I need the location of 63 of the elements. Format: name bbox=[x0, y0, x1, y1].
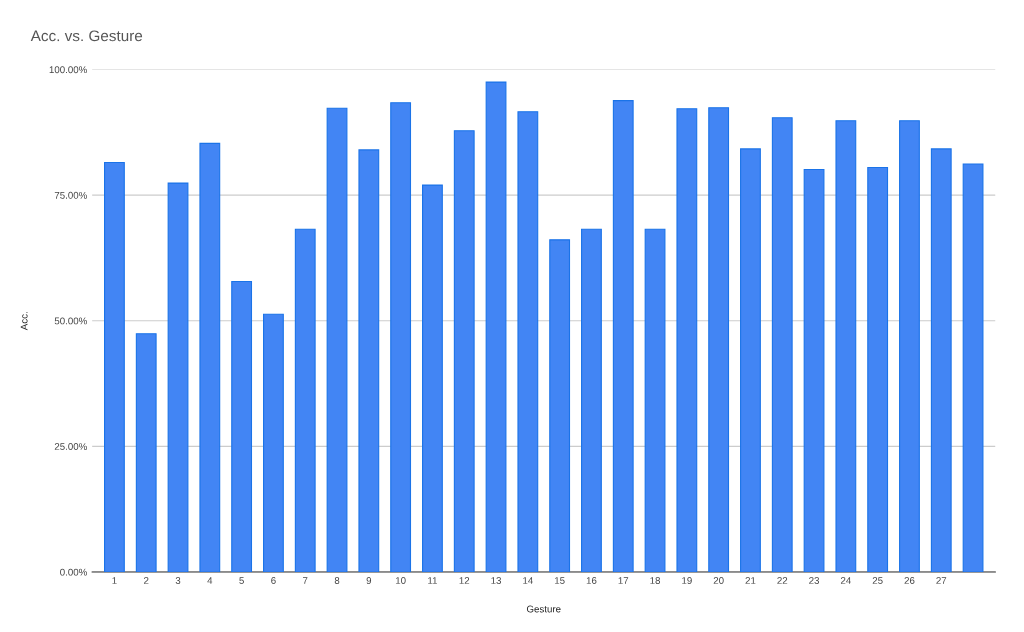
x-tick-label: 14 bbox=[523, 577, 533, 584]
bar bbox=[644, 228, 666, 572]
x-tick-label: 22 bbox=[777, 577, 788, 584]
x-tick-label: 12 bbox=[459, 577, 470, 584]
x-tick-label: 20 bbox=[713, 577, 724, 584]
bar bbox=[867, 166, 889, 572]
bar bbox=[485, 81, 507, 572]
bar bbox=[135, 333, 157, 572]
x-tick-label: 25 bbox=[872, 577, 883, 584]
bar bbox=[326, 107, 348, 572]
x-axis-title: Gesture bbox=[526, 605, 561, 613]
bar bbox=[294, 228, 316, 572]
bar bbox=[517, 111, 539, 572]
bar bbox=[422, 184, 443, 572]
bar bbox=[263, 313, 284, 572]
bar bbox=[676, 108, 698, 572]
y-tick-label: 50.00% bbox=[54, 317, 87, 325]
bar bbox=[581, 228, 602, 572]
bar bbox=[899, 120, 920, 572]
x-tick-label: 18 bbox=[650, 577, 661, 584]
x-tick-label: 13 bbox=[491, 577, 502, 584]
bar bbox=[199, 142, 221, 572]
y-tick-label: 25.00% bbox=[54, 443, 87, 450]
x-tick-label: 6 bbox=[271, 577, 276, 584]
x-tick-label: 7 bbox=[303, 577, 308, 584]
bar bbox=[708, 107, 730, 572]
bar bbox=[390, 102, 412, 572]
bar bbox=[453, 130, 475, 572]
x-tick-label: 3 bbox=[175, 577, 181, 584]
x-tick-label: 21 bbox=[745, 577, 756, 584]
y-tick-label: 75.00% bbox=[54, 191, 87, 199]
x-tick-label: 27 bbox=[936, 577, 947, 584]
x-tick-label: 23 bbox=[809, 577, 820, 584]
x-tick-label: 17 bbox=[618, 577, 629, 584]
bar bbox=[740, 148, 761, 572]
chart-title: Acc. vs. Gesture bbox=[30, 30, 143, 42]
x-tick-label: 26 bbox=[904, 577, 915, 584]
bar bbox=[358, 149, 380, 572]
bar bbox=[231, 280, 253, 572]
x-tick-label: 15 bbox=[554, 577, 565, 584]
x-tick-label: 9 bbox=[366, 577, 372, 584]
x-tick-label: 11 bbox=[428, 577, 438, 584]
x-tick-label: 1 bbox=[112, 577, 117, 584]
bar bbox=[930, 148, 952, 572]
bar bbox=[167, 182, 189, 572]
bar bbox=[771, 117, 793, 572]
y-axis-title: Acc. bbox=[20, 312, 28, 331]
bar bbox=[549, 239, 571, 572]
x-tick-label: 2 bbox=[144, 577, 149, 584]
bar bbox=[104, 161, 125, 572]
bar bbox=[612, 100, 634, 572]
bar bbox=[835, 120, 857, 572]
x-tick-label: 10 bbox=[395, 577, 406, 584]
x-tick-label: 5 bbox=[239, 577, 244, 584]
y-tick-label: 0.00% bbox=[60, 568, 87, 576]
bar bbox=[962, 163, 984, 572]
x-tick-label: 8 bbox=[334, 577, 340, 584]
x-tick-label: 19 bbox=[682, 577, 692, 584]
x-tick-label: 4 bbox=[207, 577, 213, 584]
bar bbox=[803, 168, 825, 572]
x-tick-label: 24 bbox=[840, 577, 851, 584]
y-tick-label: 100.00% bbox=[49, 66, 87, 74]
x-tick-label: 16 bbox=[586, 577, 597, 584]
